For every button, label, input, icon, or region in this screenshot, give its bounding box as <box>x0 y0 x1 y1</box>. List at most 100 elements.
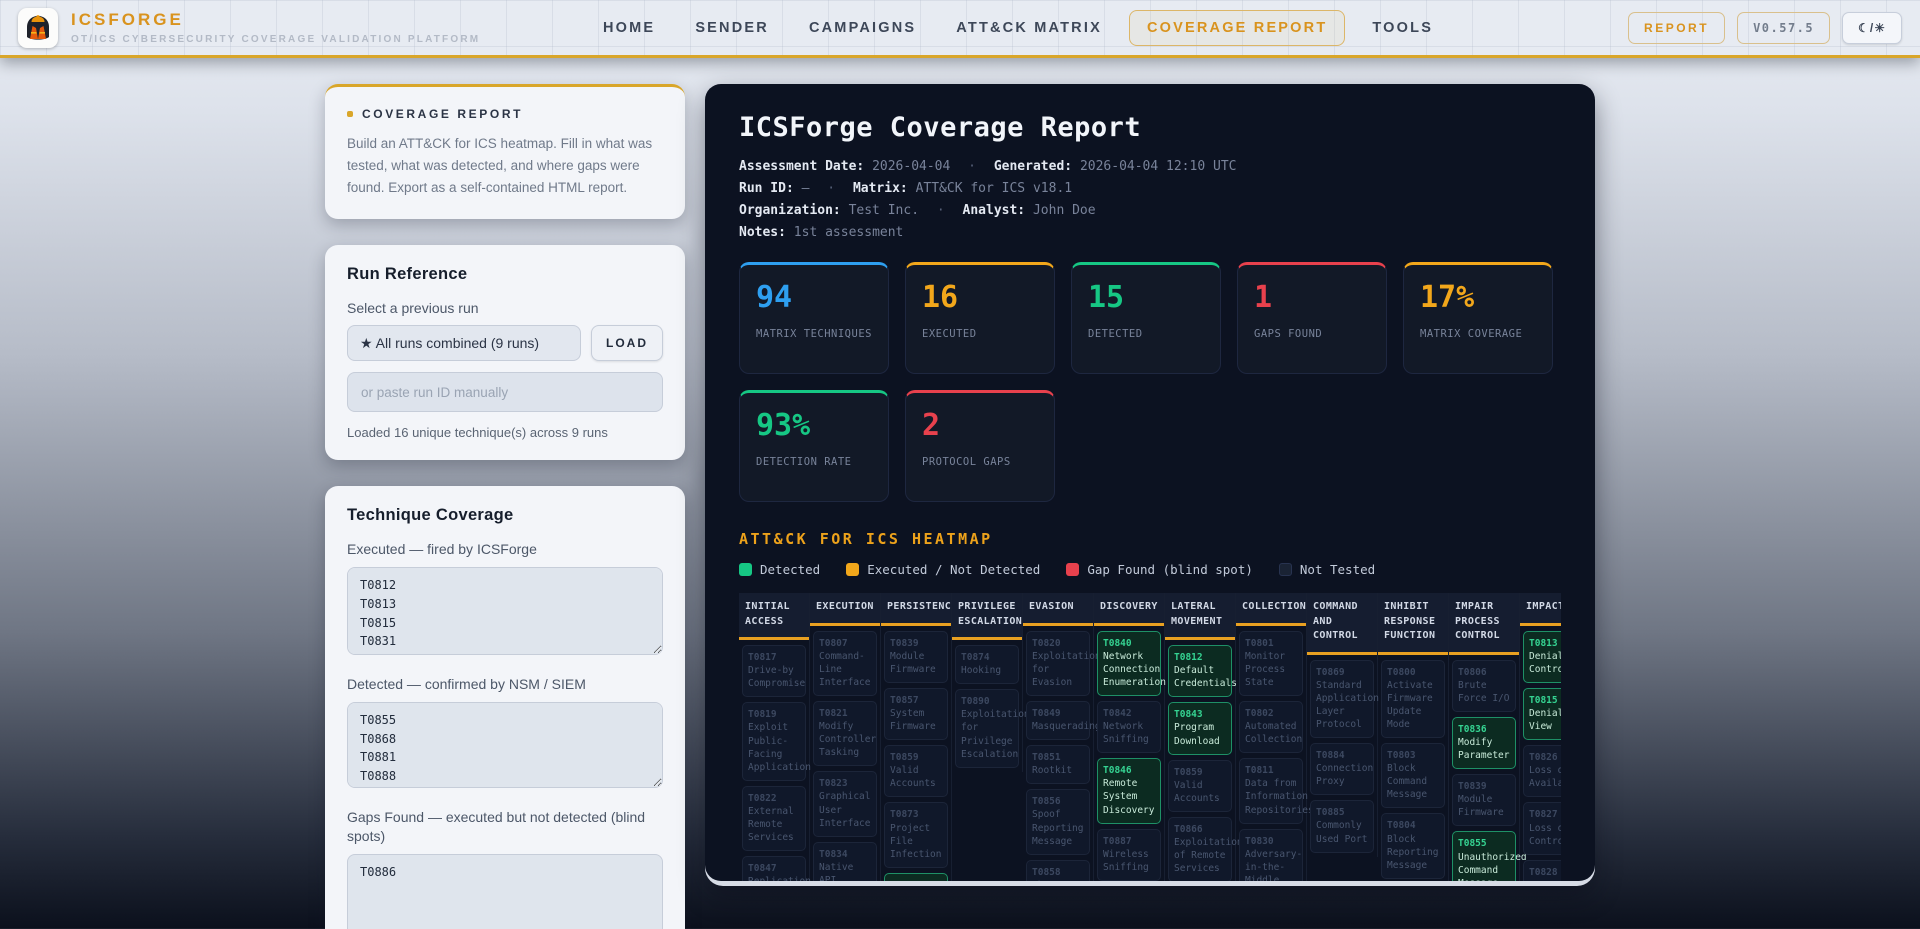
stat-value: 93% <box>756 409 872 442</box>
technique-cell-t0874: T0874Hooking <box>955 645 1019 684</box>
generated-label: Generated: <box>994 159 1072 174</box>
technique-name: Unauthorized Command Message <box>1458 851 1510 881</box>
technique-id: T0840 <box>1103 637 1155 650</box>
technique-cell-t0889: T0889Modify Program <box>884 873 948 881</box>
technique-cell-t0836: T0836Modify Parameter <box>1452 717 1516 769</box>
meta-separator: · <box>827 181 835 196</box>
technique-id: T0828 <box>1529 866 1561 879</box>
technique-name: Monitor Process State <box>1245 650 1297 689</box>
technique-name: Network Sniffing <box>1103 720 1155 746</box>
report-button[interactable]: REPORT <box>1628 12 1725 44</box>
main-nav: HOME SENDER CAMPAIGNS ATT&CK MATRIX COVE… <box>590 10 1446 46</box>
technique-id: T0874 <box>961 651 1013 664</box>
run-id-input[interactable] <box>347 372 663 412</box>
tactic-header-label: PERSISTENCE <box>887 601 958 612</box>
legend-swatch <box>846 563 859 576</box>
technique-cell-t0820: T0820Exploitation for Evasion <box>1026 631 1090 696</box>
technique-name: Commonly Used Port <box>1316 819 1368 845</box>
technique-id: T0839 <box>1458 780 1510 793</box>
technique-id: T0813 <box>1529 637 1561 650</box>
meta-separator: · <box>968 159 976 174</box>
technique-id: T0884 <box>1316 749 1368 762</box>
detected-textarea[interactable]: T0855 T0868 T0881 T0888 T0889 <box>347 702 663 788</box>
technique-cell-t0851: T0851Rootkit <box>1026 745 1090 784</box>
attack-ics-heatmap: INITIAL ACCESST0817Drive-by CompromiseT0… <box>739 593 1561 881</box>
assessment-date-label: Assessment Date: <box>739 159 864 174</box>
notes-label: Notes: <box>739 225 786 240</box>
intro-title: COVERAGE REPORT <box>362 107 523 121</box>
technique-id: T0826 <box>1529 751 1561 764</box>
technique-cell-t0859: T0859Valid Accounts <box>884 745 948 797</box>
legend-item: Executed / Not Detected <box>846 562 1040 577</box>
nav-item-coverage-report[interactable]: COVERAGE REPORT <box>1129 10 1345 46</box>
run-select[interactable]: ★ All runs combined (9 runs) <box>347 325 581 361</box>
legend-swatch <box>739 563 752 576</box>
technique-cell-t0843: T0843Program Download <box>1168 702 1232 754</box>
technique-cell-t0887: T0887Wireless Sniffing <box>1097 829 1161 881</box>
gaps-textarea[interactable]: T0886 <box>347 854 663 929</box>
technique-id: T0887 <box>1103 835 1155 848</box>
tactic-header-label: COLLECTION <box>1242 601 1306 612</box>
technique-cell-t0885: T0885Commonly Used Port <box>1310 800 1374 852</box>
organization-value: Test Inc. <box>849 203 919 218</box>
technique-name: Activate Firmware Update Mode <box>1387 679 1439 731</box>
executed-textarea[interactable]: T0812 T0813 T0815 T0831 T0836 <box>347 567 663 655</box>
tactic-header: COMMAND AND CONTROL <box>1307 593 1377 655</box>
run-load-status: Loaded 16 unique technique(s) across 9 r… <box>347 425 663 440</box>
nav-item-tools[interactable]: TOOLS <box>1359 10 1446 46</box>
nav-item-sender[interactable]: SENDER <box>682 10 782 46</box>
analyst-label: Analyst: <box>963 203 1026 218</box>
technique-name: External Remote Services <box>748 805 800 844</box>
technique-cell-t0813: T0813Denial of Control <box>1523 631 1561 683</box>
tactic-column-command-and-control: COMMAND AND CONTROLT0869Standard Applica… <box>1307 593 1378 857</box>
report-meta: Assessment Date: 2026-04-04 · Generated:… <box>739 159 1561 240</box>
technique-name: Exploitation for Evasion <box>1032 650 1084 689</box>
technique-cell-t0815: T0815Denial of View <box>1523 688 1561 740</box>
technique-id: T0842 <box>1103 707 1155 720</box>
technique-id: T0811 <box>1245 764 1297 777</box>
technique-cell-t0873: T0873Project File Infection <box>884 802 948 867</box>
technique-cell-t0821: T0821Modify Controller Tasking <box>813 701 877 766</box>
technique-id: T0836 <box>1458 723 1510 736</box>
legend-label: Gap Found (blind spot) <box>1087 562 1253 577</box>
heatmap-scroll-area[interactable]: INITIAL ACCESST0817Drive-by CompromiseT0… <box>739 593 1561 881</box>
technique-cell-t0811: T0811Data from Information Repositories <box>1239 758 1303 823</box>
nav-item-home[interactable]: HOME <box>590 10 668 46</box>
tactic-header: INITIAL ACCESS <box>739 593 809 640</box>
load-button[interactable]: LOAD <box>591 325 663 361</box>
detected-label: Detected — confirmed by NSM / SIEM <box>347 675 663 694</box>
tactic-header: PERSISTENCE <box>881 593 951 626</box>
nav-item-attack-matrix[interactable]: ATT&CK MATRIX <box>943 10 1115 46</box>
top-navigation-bar: ICSFORGE OT/ICS CYBERSECURITY COVERAGE V… <box>0 0 1920 58</box>
technique-cell-t0856: T0856Spoof Reporting Message <box>1026 789 1090 854</box>
technique-name: Drive-by Compromise <box>748 664 800 690</box>
stat-card-executed: 16EXECUTED <box>905 262 1055 374</box>
run-id-label: Run ID: <box>739 181 794 196</box>
analyst-value: John Doe <box>1033 203 1096 218</box>
technique-name: Standard Application Layer Protocol <box>1316 679 1368 731</box>
stat-value: 2 <box>922 409 1038 442</box>
technique-cell-t0869: T0869Standard Application Layer Protocol <box>1310 660 1374 739</box>
nav-item-campaigns[interactable]: CAMPAIGNS <box>796 10 929 46</box>
tactic-header: PRIVILEGE ESCALATION <box>952 593 1022 640</box>
stat-label: PROTOCOL GAPS <box>922 456 1038 468</box>
technique-name: Exploitation of Remote Services <box>1174 836 1226 875</box>
technique-cell-t0840: T0840Network Connection Enumeration <box>1097 631 1161 696</box>
technique-cell-t0859: T0859Valid Accounts <box>1168 760 1232 812</box>
technique-cell-t0827: T0827Loss of Control <box>1523 802 1561 854</box>
technique-name: Hooking <box>961 664 1013 677</box>
brand: ICSFORGE OT/ICS CYBERSECURITY COVERAGE V… <box>18 8 498 48</box>
technique-id: T0827 <box>1529 808 1561 821</box>
technique-name: Native API <box>819 861 871 881</box>
legend-item: Detected <box>739 562 820 577</box>
technique-cell-t0830: T0830Adversary-in-the-Middle <box>1239 829 1303 881</box>
tactic-column-inhibit-response-function: INHIBIT RESPONSE FUNCTIONT0800Activate F… <box>1378 593 1449 881</box>
stat-value: 94 <box>756 281 872 314</box>
legend-item: Not Tested <box>1279 562 1375 577</box>
technique-id: T0866 <box>1174 823 1226 836</box>
technique-id: T0885 <box>1316 806 1368 819</box>
technique-cell-t0847: T0847Replication Through Removable Media <box>742 856 806 881</box>
theme-toggle-button[interactable]: ☾/☀ <box>1842 12 1902 44</box>
tactic-header-label: DISCOVERY <box>1100 601 1158 612</box>
tactic-header: COLLECTION <box>1236 593 1306 626</box>
